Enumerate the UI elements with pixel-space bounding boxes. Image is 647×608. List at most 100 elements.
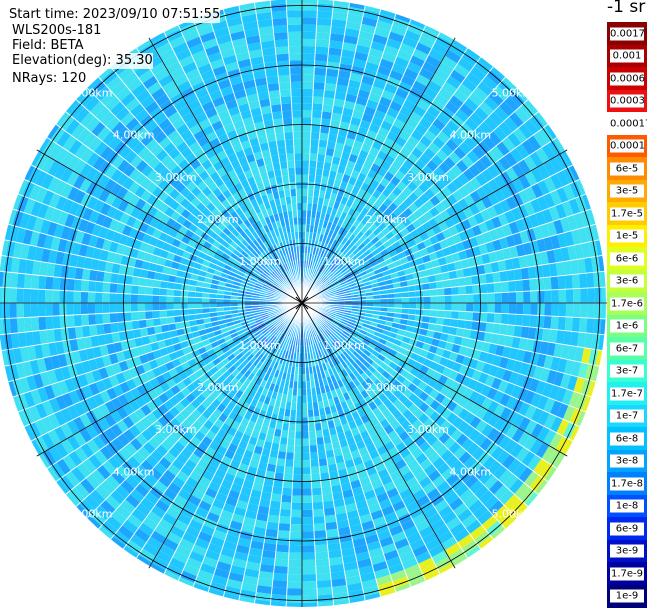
range-bin [95, 292, 102, 303]
range-bin [268, 508, 280, 517]
range-bin [573, 288, 581, 303]
range-bin [302, 517, 314, 524]
range-bin [315, 39, 329, 47]
range-bin [145, 303, 152, 311]
range-bin [124, 294, 131, 303]
range-bin [295, 431, 302, 438]
range-bin [167, 289, 175, 296]
range-bin [580, 288, 588, 303]
range-bin [445, 303, 452, 311]
range-bin [131, 294, 138, 303]
range-bin [313, 516, 325, 524]
range-bin [315, 559, 329, 567]
range-bin [444, 287, 452, 295]
range-bin [181, 297, 188, 303]
range-bin [317, 18, 332, 26]
range-bin [322, 493, 333, 501]
range-bin [188, 297, 195, 303]
range-bin [52, 316, 60, 329]
range-bin [444, 310, 452, 318]
range-bin [593, 272, 601, 288]
range-bin [24, 317, 32, 332]
range-bin [267, 515, 279, 524]
range-bin [302, 545, 315, 552]
range-bin [24, 274, 32, 289]
range-bin [457, 277, 465, 286]
range-bin [74, 279, 82, 291]
range-bin [430, 296, 437, 303]
range-bin [283, 473, 293, 481]
range-bin [81, 280, 89, 292]
range-bin [494, 313, 502, 324]
range-bin [537, 290, 544, 303]
range-bin [312, 110, 322, 118]
range-bin [3, 318, 11, 334]
range-bin [530, 291, 537, 303]
range-bin [544, 290, 551, 303]
range-bin [302, 396, 307, 403]
range-bin [312, 103, 323, 111]
range-bin [508, 281, 516, 293]
range-bin [465, 285, 473, 294]
range-bin [572, 317, 580, 332]
range-bin [302, 474, 311, 481]
range-bin [487, 303, 494, 313]
range-bin [17, 273, 25, 288]
range-bin [437, 303, 444, 310]
range-bin [516, 303, 523, 315]
range-bin [0, 287, 3, 303]
range-bin [132, 276, 140, 286]
range-bin [309, 438, 317, 446]
range-bin [472, 312, 480, 322]
range-bin [437, 310, 445, 318]
range-bin [310, 452, 319, 460]
range-bin [302, 0, 318, 4]
range-bin [288, 431, 295, 439]
range-bin [287, 574, 302, 582]
range-bin [314, 530, 327, 538]
range-bin [138, 311, 146, 320]
range-bin [17, 318, 25, 333]
range-bin [451, 287, 459, 296]
range-bin [492, 323, 500, 334]
range-bin [437, 296, 444, 303]
range-bin [288, 560, 302, 567]
range-bin [287, 581, 302, 589]
range-bin [285, 459, 294, 467]
range-bin [117, 312, 125, 322]
range-bin [271, 493, 282, 501]
range-bin [302, 553, 315, 560]
range-bin [2, 303, 10, 319]
range-bin [317, 587, 333, 595]
range-bin [2, 287, 10, 303]
range-bin [138, 286, 146, 295]
range-bin [566, 289, 574, 303]
range-bin [45, 303, 52, 316]
range-bin [551, 316, 559, 330]
range-bin [287, 438, 295, 446]
range-bin [31, 275, 39, 290]
range-bin [473, 303, 480, 312]
range-bin [173, 303, 180, 310]
range-bin [274, 566, 289, 574]
range-bin [302, 125, 311, 132]
range-bin [318, 140, 327, 148]
range-bin [313, 82, 325, 90]
range-bin [278, 523, 290, 531]
range-bin [139, 277, 147, 286]
range-bin [302, 167, 309, 174]
range-bin [409, 297, 416, 303]
range-bin [59, 290, 66, 303]
range-bin [82, 325, 91, 337]
range-bin [95, 303, 102, 314]
range-bin [316, 25, 331, 33]
range-bin [195, 303, 202, 309]
range-bin [464, 320, 472, 330]
range-bin [302, 602, 318, 607]
range-bin [515, 314, 523, 326]
range-bin [523, 291, 530, 303]
range-bin [416, 303, 423, 309]
range-bin [132, 320, 140, 330]
range-bin [286, 595, 302, 603]
range-bin [294, 453, 302, 460]
